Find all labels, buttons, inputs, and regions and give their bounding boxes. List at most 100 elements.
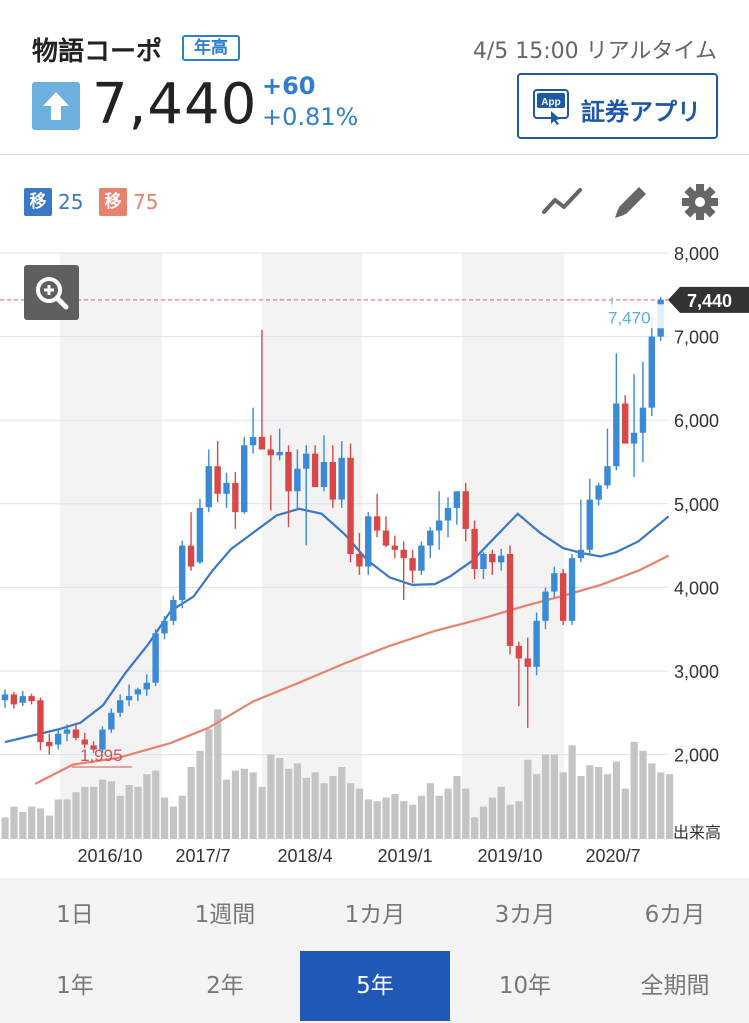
- volume-bar: [568, 745, 576, 839]
- candle-body: [81, 739, 88, 745]
- zoom-button[interactable]: [24, 265, 79, 320]
- ma75-value: 75: [133, 190, 159, 214]
- candle-body: [241, 445, 248, 513]
- ma25-line: [4, 507, 670, 744]
- volume-bar: [231, 770, 240, 839]
- volume-bar: [435, 795, 443, 839]
- candle-body: [382, 530, 390, 546]
- period-button[interactable]: 1日: [56, 902, 94, 928]
- pencil-icon[interactable]: [609, 180, 653, 224]
- volume-bar: [1, 817, 9, 839]
- candle-body: [179, 545, 186, 600]
- gear-icon[interactable]: [678, 180, 722, 224]
- volume-bar: [453, 776, 461, 839]
- candle-body: [187, 545, 195, 567]
- period-button[interactable]: 1カ月: [344, 902, 406, 928]
- candle-body: [276, 451, 283, 456]
- volume-bar: [276, 758, 284, 839]
- volume-bar: [45, 815, 53, 839]
- x-tick-label: 2019/10: [477, 846, 542, 866]
- candle-body: [515, 645, 523, 659]
- candle-body: [338, 457, 345, 500]
- volume-bar: [471, 817, 479, 839]
- stock-name: 物語コーポ: [32, 37, 163, 67]
- volume-bar: [152, 770, 160, 839]
- current-price: 7,440: [92, 72, 258, 137]
- volume-bar: [143, 774, 151, 839]
- ma25-tag[interactable]: 移: [24, 188, 52, 216]
- current-price-tag-bg: [668, 286, 749, 313]
- candle-body: [152, 633, 159, 683]
- ma25-value: 25: [58, 190, 84, 214]
- ma75-line: [34, 554, 670, 785]
- candle-body: [1, 694, 9, 701]
- volume-bar: [320, 783, 328, 839]
- period-button[interactable]: 6カ月: [644, 902, 706, 928]
- candle-body: [232, 482, 239, 513]
- candle-body: [161, 620, 168, 634]
- volume-bar: [630, 741, 638, 839]
- volume-bar: [160, 797, 169, 839]
- period-button[interactable]: 10年: [498, 973, 552, 999]
- candle-body: [462, 491, 469, 529]
- candle-body: [604, 466, 611, 486]
- period-button[interactable]: 5年: [300, 951, 450, 1021]
- candle-body: [409, 558, 416, 571]
- volume-bar: [577, 776, 585, 839]
- up-arrow-icon: [32, 82, 80, 130]
- candle-body: [373, 516, 381, 531]
- candle-body: [639, 407, 647, 433]
- candle-body: [99, 729, 106, 750]
- volume-bar: [302, 777, 310, 839]
- price-change: +60: [262, 72, 316, 100]
- zoom-in-icon: [36, 277, 69, 310]
- candle-body: [471, 528, 478, 570]
- stock-chart[interactable]: 8,000 7,000 6,000 5,000 4,000 3,000 2,000 7,440…: [0, 245, 749, 878]
- volume-bar: [10, 806, 18, 839]
- candle-body: [489, 553, 496, 563]
- volume-bar: [479, 806, 488, 839]
- candle-body: [418, 545, 425, 571]
- candle-body: [577, 549, 585, 559]
- x-tick-label: 2020/7: [585, 846, 640, 866]
- volume-bar: [612, 761, 621, 839]
- volume-bar: [98, 779, 107, 839]
- candle-body: [294, 468, 301, 492]
- y-tick-label: 2,000: [674, 746, 719, 766]
- period-button[interactable]: 2年: [206, 973, 244, 999]
- line-chart-icon[interactable]: [540, 180, 584, 224]
- volume-bar: [169, 806, 178, 839]
- volume-bar: [586, 765, 594, 839]
- volume-bar: [621, 788, 629, 839]
- candle-body: [497, 555, 505, 563]
- chart-band-1: [262, 253, 362, 839]
- volume-bar: [657, 772, 665, 839]
- candle-body: [116, 700, 124, 713]
- candle-body: [329, 462, 337, 500]
- candle-body: [453, 491, 461, 508]
- volume-bar: [603, 774, 612, 839]
- volume-bar: [196, 750, 204, 839]
- period-button[interactable]: 全期間: [640, 973, 710, 999]
- candle-body: [542, 591, 549, 621]
- candle-body: [559, 573, 567, 621]
- candle-body: [533, 620, 540, 667]
- ma75-tag[interactable]: 移: [99, 188, 127, 216]
- candle-body: [170, 599, 177, 621]
- period-button[interactable]: 1週間: [194, 902, 256, 928]
- candle-body: [258, 436, 266, 450]
- volume-bar: [249, 772, 257, 839]
- volume-bar: [506, 804, 514, 839]
- volume-bar: [639, 750, 647, 839]
- period-button[interactable]: 3カ月: [494, 902, 556, 928]
- candle-body: [586, 499, 593, 550]
- candle-body: [28, 696, 35, 702]
- x-tick-label: 2016/10: [77, 846, 142, 866]
- volume-bar: [258, 786, 266, 839]
- volume-bar: [223, 779, 231, 839]
- period-button[interactable]: 1年: [56, 973, 94, 999]
- volume-bar: [444, 788, 452, 839]
- candle-body: [90, 745, 97, 750]
- volume-bar: [125, 785, 133, 839]
- securities-app-button[interactable]: App 証券アプリ: [517, 73, 718, 139]
